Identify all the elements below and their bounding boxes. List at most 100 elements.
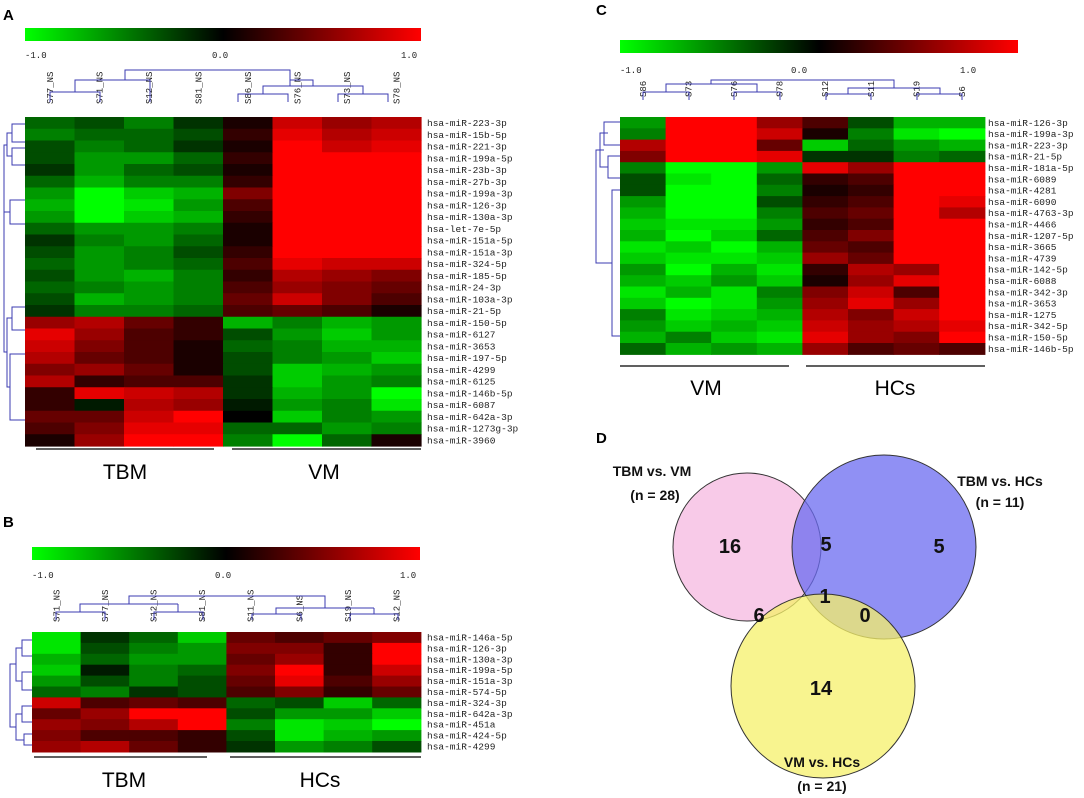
heatmap-cell <box>25 222 76 236</box>
row-label: hsa-miR-4299 <box>427 365 496 376</box>
heatmap-cell <box>893 230 940 242</box>
panel-b-color-scale <box>32 547 420 560</box>
heatmap-cell <box>223 352 274 365</box>
heatmap-cell <box>322 352 373 365</box>
venn-set-label-2: TBM vs. HCs <box>957 473 1043 489</box>
heatmap-cell <box>129 741 179 753</box>
heatmap-cell <box>177 653 227 666</box>
heatmap-cell <box>223 164 274 177</box>
heatmap-cell <box>275 675 325 688</box>
heatmap-cell <box>272 175 323 189</box>
heatmap-cell <box>322 164 373 177</box>
heatmap-cell <box>665 117 712 129</box>
heatmap-cell <box>25 328 76 341</box>
column-label: S11 <box>867 81 877 97</box>
heatmap-cell <box>756 320 803 333</box>
heatmap-cell <box>371 363 422 377</box>
heatmap-cell <box>848 320 895 333</box>
row-label: hsa-miR-185-5p <box>427 271 507 282</box>
heatmap-cell <box>756 230 803 242</box>
heatmap-cell <box>848 196 895 208</box>
heatmap-cell <box>756 150 803 163</box>
heatmap-cell <box>665 343 712 355</box>
heatmap-cell <box>124 281 175 294</box>
heatmap-cell <box>223 328 274 341</box>
heatmap-cell <box>893 252 940 265</box>
heatmap-cell <box>74 293 125 306</box>
heatmap-cell <box>371 410 422 424</box>
heatmap-cell <box>322 363 373 377</box>
heatmap-cell <box>32 686 82 698</box>
heatmap-cell <box>272 399 323 412</box>
heatmap-cell <box>223 187 274 200</box>
venn-circle-vm-vs-hcs <box>730 593 916 779</box>
heatmap-cell <box>25 410 76 424</box>
row-label: hsa-miR-342-3p <box>988 287 1068 298</box>
heatmap-cell <box>848 297 895 310</box>
panel-c-column-dendrogram <box>642 79 963 100</box>
heatmap-cell <box>173 175 224 189</box>
heatmap-cell <box>272 340 323 353</box>
row-label: hsa-miR-6127 <box>427 330 495 341</box>
heatmap-cell <box>372 664 422 677</box>
row-label: hsa-miR-146b-5p <box>427 388 513 399</box>
heatmap-cell <box>275 719 325 731</box>
row-label: hsa-miR-199a-5p <box>427 153 513 164</box>
panel-c-scale-mid: 0.0 <box>791 66 807 76</box>
heatmap-cell <box>173 140 224 153</box>
heatmap-cell <box>275 664 325 677</box>
heatmap-cell <box>223 399 274 412</box>
heatmap-cell <box>665 331 712 344</box>
heatmap-cell <box>223 387 274 400</box>
row-label: hsa-miR-4281 <box>988 186 1057 197</box>
row-label: hsa-miR-126-3p <box>427 200 507 211</box>
heatmap-cell <box>371 211 422 224</box>
row-label: hsa-miR-146a-5p <box>427 633 513 644</box>
heatmap-cell <box>173 387 224 400</box>
heatmap-cell <box>939 275 986 288</box>
heatmap-cell <box>372 686 422 698</box>
column-label: S77_NS <box>101 590 111 622</box>
heatmap-cell <box>74 152 125 165</box>
heatmap-cell <box>939 320 986 333</box>
heatmap-cell <box>223 434 274 447</box>
heatmap-cell <box>372 730 422 742</box>
venn-set-n-2: (n = 11) <box>976 494 1025 510</box>
heatmap-cell <box>272 140 323 153</box>
row-label: hsa-miR-197-5p <box>427 353 507 364</box>
heatmap-cell <box>665 207 712 220</box>
heatmap-cell <box>124 363 175 377</box>
heatmap-cell <box>620 320 667 333</box>
column-label: S12_NS <box>393 590 403 622</box>
heatmap-cell <box>893 150 940 163</box>
heatmap-cell <box>802 252 849 265</box>
column-label: S76 <box>730 81 740 97</box>
heatmap-cell <box>177 675 227 688</box>
heatmap-cell <box>322 305 373 318</box>
dendrogram-branches <box>55 595 399 620</box>
venn-set-label-1: TBM vs. VM <box>613 463 692 479</box>
heatmap-cell <box>939 184 986 197</box>
venn-region-tbm-vm-tbm-hcs: 5 <box>820 534 831 556</box>
heatmap-cell <box>620 218 667 231</box>
row-label: hsa-miR-23b-3p <box>427 165 507 176</box>
panel-c: C -1.0 0.0 1.0 S86 S73 S76 S78 S12 S11 S19 S6 h… <box>595 2 1074 400</box>
heatmap-cell <box>25 305 76 318</box>
heatmap-cell <box>173 340 224 353</box>
heatmap-cell <box>939 331 986 344</box>
heatmap-cell <box>32 675 82 688</box>
heatmap-cell <box>173 258 224 271</box>
row-label: hsa-miR-151a-3p <box>427 247 513 258</box>
column-label: S81_NS <box>194 72 204 104</box>
heatmap-cell <box>620 275 667 288</box>
heatmap-cell <box>80 719 130 731</box>
heatmap-cell <box>74 164 125 177</box>
heatmap-cell <box>223 410 274 424</box>
heatmap-cell <box>272 246 323 259</box>
heatmap-cell <box>173 187 224 200</box>
panel-c-letter: C <box>596 2 607 19</box>
heatmap-cell <box>129 632 179 644</box>
heatmap-cell <box>80 686 130 698</box>
heatmap-cell <box>25 128 76 142</box>
